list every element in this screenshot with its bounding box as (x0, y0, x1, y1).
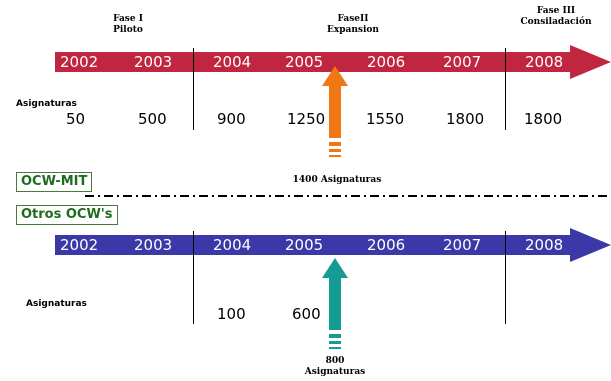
top-value-2008: 1800 (524, 110, 563, 128)
top-band-shape (55, 45, 611, 79)
top-arrow-head (322, 66, 348, 138)
separator-dash-dot-line (85, 195, 611, 197)
bottom-arrow-head (322, 258, 348, 330)
bottom-year-2003: 2003 (134, 236, 173, 254)
ocw-mit-tag: OCW-MIT (16, 172, 93, 192)
top-row-label: Asignaturas (16, 99, 77, 109)
top-value-2004: 900 (217, 110, 246, 128)
bottom-value-2004: 100 (217, 305, 246, 323)
phase-1-label: Fase I Piloto (98, 14, 158, 36)
top-year-2002: 2002 (60, 53, 99, 71)
bottom-years: 2002 2003 2004 2005 2006 2007 2008 (0, 235, 611, 255)
bottom-year-2005: 2005 (285, 236, 324, 254)
bottom-row-label: Asignaturas (26, 299, 87, 309)
phase-2-title: FaseII (337, 14, 369, 24)
bottom-year-2007: 2007 (443, 236, 482, 254)
bottom-arrow-unit: Asignaturas (304, 367, 366, 377)
top-year-2005: 2005 (285, 53, 324, 71)
phase-3-label: Fase III Consiladación (507, 6, 605, 28)
top-value-2007: 1800 (446, 110, 485, 128)
phase-2-subtitle: Expansion (327, 25, 379, 35)
bottom-timeline-band (55, 228, 611, 262)
bottom-arrow-stripe-3 (329, 347, 341, 349)
top-value-2006: 1550 (366, 110, 405, 128)
phase-1-subtitle: Piloto (113, 25, 143, 35)
bottom-teal-arrow (322, 258, 348, 349)
bottom-band-shape (55, 228, 611, 262)
top-divider-2 (505, 48, 506, 130)
top-arrow-stripe-1 (329, 142, 341, 146)
bottom-arrow-stripe-1 (329, 334, 341, 338)
bottom-arrow-stripe-2 (329, 341, 341, 344)
bottom-arrow-count: 800 (325, 356, 345, 366)
top-year-2004: 2004 (213, 53, 252, 71)
top-year-2008: 2008 (525, 53, 564, 71)
top-year-2007: 2007 (443, 53, 482, 71)
top-value-2005: 1250 (287, 110, 326, 128)
top-orange-arrow (322, 66, 348, 157)
top-year-2006: 2006 (367, 53, 406, 71)
bottom-divider-2 (505, 231, 506, 324)
top-value-2002: 50 (66, 110, 86, 128)
bottom-year-2006: 2006 (367, 236, 406, 254)
top-arrow-stripe-3 (329, 155, 341, 157)
phase-1-title: Fase I (113, 14, 143, 24)
top-years: 2002 2003 2004 2005 2006 2007 2008 (0, 52, 611, 72)
otros-ocw-tag: Otros OCW's (16, 205, 118, 225)
bottom-value-2005: 600 (292, 305, 321, 323)
bottom-year-2002: 2002 (60, 236, 99, 254)
top-timeline-band (55, 45, 611, 79)
phase-3-title: Fase III (536, 6, 576, 16)
bottom-arrow-label: 800 Asignaturas (295, 356, 375, 378)
phase-3-subtitle: Consiladación (520, 17, 592, 27)
top-arrow-stripe-2 (329, 149, 341, 152)
bottom-divider-1 (193, 231, 194, 324)
phase-2-label: FaseII Expansion (318, 14, 388, 36)
bottom-year-2004: 2004 (213, 236, 252, 254)
top-arrow-label: 1400 Asignaturas (292, 175, 382, 185)
top-divider-1 (193, 48, 194, 130)
top-year-2003: 2003 (134, 53, 173, 71)
bottom-year-2008: 2008 (525, 236, 564, 254)
top-value-2003: 500 (138, 110, 167, 128)
